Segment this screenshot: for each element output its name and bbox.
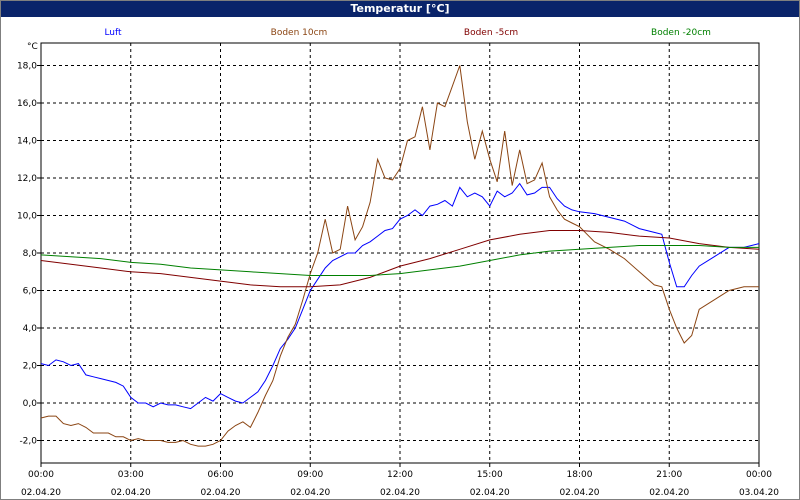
series-line-boden-20cm — [40, 245, 759, 276]
series-line-luft — [40, 182, 760, 410]
y-tick-label: 0,0 — [23, 399, 38, 409]
legend-entry: Boden -20cm — [651, 28, 711, 38]
y-tick-label: 2,0 — [23, 362, 38, 372]
x-tick-date-label: 02.04.20 — [21, 488, 61, 498]
x-tick-date-label: 03.04.20 — [739, 488, 779, 498]
legend-entry: Boden -5cm — [464, 28, 518, 38]
y-tick-label: 8,0 — [23, 249, 38, 259]
legend-entry: Luft — [104, 28, 122, 38]
x-tick-date-label: 02.04.20 — [200, 488, 240, 498]
x-tick-time-label: 21:00 — [656, 470, 682, 480]
window-title: Temperatur [°C] — [1, 1, 799, 17]
x-tick-time-label: 18:00 — [567, 470, 593, 480]
x-tick-time-label: 06:00 — [208, 470, 234, 480]
x-tick-date-label: 02.04.20 — [559, 488, 599, 498]
y-tick-label: 10,0 — [17, 212, 37, 222]
y-tick-label: 16,0 — [17, 99, 37, 109]
x-tick-date-label: 02.04.20 — [649, 488, 689, 498]
x-tick-time-label: 12:00 — [387, 470, 413, 480]
y-tick-label: 4,0 — [23, 324, 38, 334]
x-tick-time-label: 00:00 — [28, 470, 54, 480]
x-tick-time-label: 15:00 — [477, 470, 503, 480]
y-tick-label: -2,0 — [19, 437, 37, 447]
legend-entry: Boden 10cm — [271, 28, 328, 38]
y-axis-unit-label: °C — [27, 42, 38, 52]
x-tick-date-label: 02.04.20 — [290, 488, 330, 498]
temperature-chart: 18,0 16,0 14,0 12,0 10,0 8,0 6,0 4,0 2,0 0,0 -2,0 °… — [17, 28, 779, 498]
x-tick-date-label: 02.04.20 — [111, 488, 151, 498]
series-line-boden-10cm — [40, 65, 759, 447]
series-line-boden-5cm — [40, 230, 760, 288]
x-tick-time-label: 00:00 — [746, 470, 772, 480]
x-tick-time-label: 03:00 — [118, 470, 144, 480]
y-tick-label: 12,0 — [17, 174, 37, 184]
y-tick-label: 6,0 — [23, 287, 38, 297]
y-tick-label: 14,0 — [17, 137, 37, 147]
y-tick-label: 18,0 — [17, 62, 37, 72]
x-tick-date-label: 02.04.20 — [470, 488, 510, 498]
x-tick-time-label: 09:00 — [297, 470, 323, 480]
x-tick-date-label: 02.04.20 — [380, 488, 420, 498]
